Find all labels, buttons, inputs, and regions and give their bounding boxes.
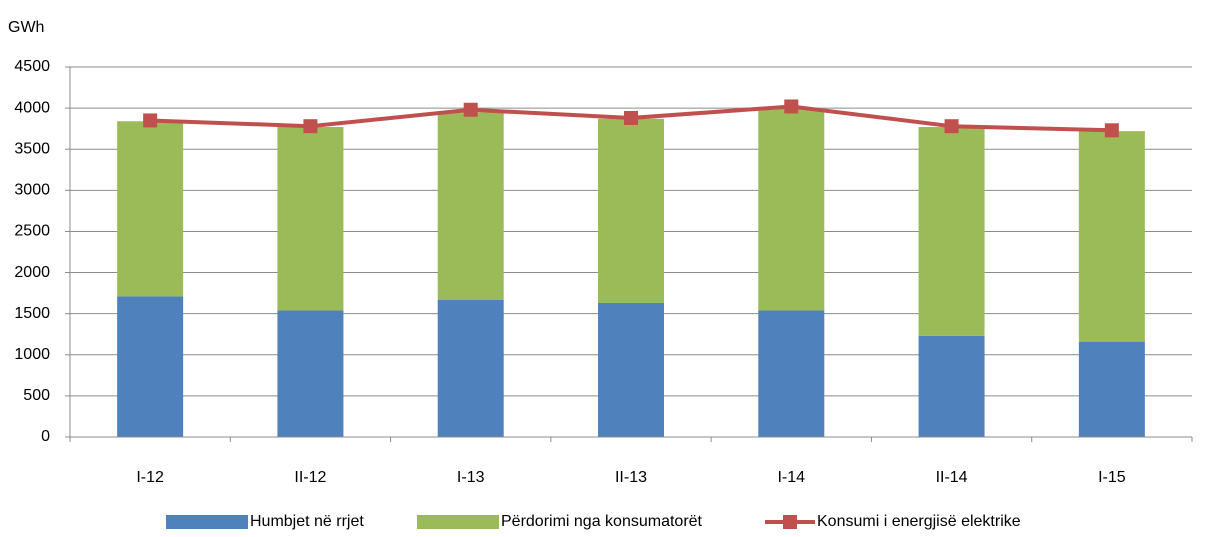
y-tick-label: 4000 [14, 99, 50, 116]
bar [437, 299, 504, 437]
bar [758, 310, 825, 437]
bar [758, 108, 825, 311]
legend-swatch [166, 515, 248, 529]
x-tick-label: I-14 [777, 469, 805, 486]
y-tick-label: 1000 [14, 346, 50, 363]
legend-swatch [783, 515, 797, 529]
bar [277, 310, 344, 437]
line-marker [944, 119, 959, 134]
y-tick-label: 2500 [14, 223, 50, 240]
y-tick-label: 0 [41, 428, 50, 445]
bar [277, 127, 344, 311]
x-tick-label: I-12 [136, 469, 164, 486]
line-marker [624, 110, 638, 125]
bar [1078, 131, 1145, 342]
x-tick-label: II-14 [936, 469, 968, 486]
bar [918, 127, 985, 336]
bar [918, 335, 985, 437]
line-marker [143, 113, 158, 128]
y-tick-label: 500 [23, 387, 50, 404]
y-tick-label: 1500 [14, 305, 50, 322]
bar [437, 112, 504, 300]
y-tick-label: 3000 [14, 182, 50, 199]
y-tick-label: 3500 [14, 140, 50, 157]
line-marker [303, 119, 318, 134]
legend-label: Përdorimi nga konsumatorët [501, 513, 703, 530]
x-tick-label: I-15 [1098, 469, 1126, 486]
x-tick-label: II-13 [615, 469, 647, 486]
bar [1078, 341, 1145, 437]
bar [598, 118, 664, 303]
x-tick-label: I-13 [457, 469, 485, 486]
y-axis-label: GWh [8, 19, 44, 36]
line-marker [1104, 123, 1119, 138]
bar [117, 296, 184, 437]
legend-label: Humbjet në rrjet [250, 513, 364, 530]
line-marker [463, 102, 478, 117]
x-tick-label: II-12 [294, 469, 326, 486]
y-tick-label: 2000 [14, 264, 50, 281]
legend-swatch [417, 515, 499, 529]
legend-label: Konsumi i energjisë elektrike [817, 513, 1021, 530]
bar [117, 121, 184, 297]
line-marker [784, 99, 799, 114]
bar [598, 302, 664, 437]
y-tick-label: 4500 [14, 58, 50, 75]
